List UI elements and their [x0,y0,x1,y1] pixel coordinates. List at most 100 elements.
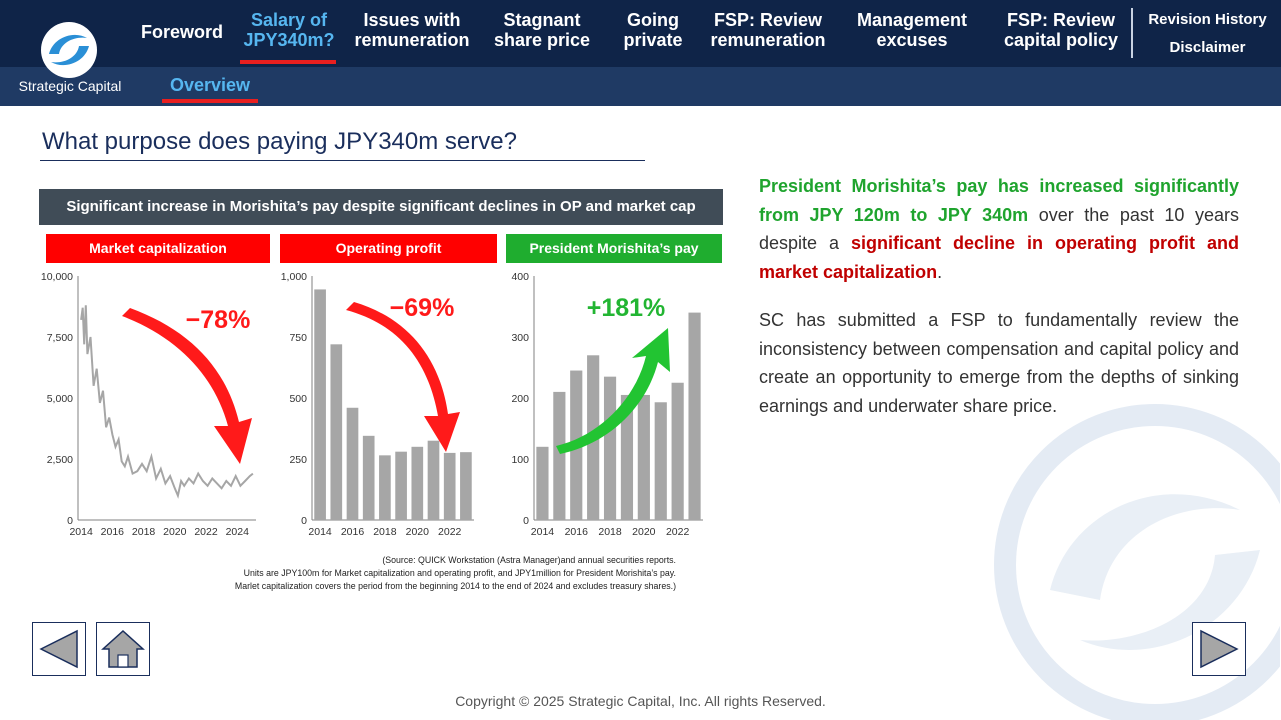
nav-fsp-cap-line1: FSP: Review [1006,10,1116,30]
y-tick-label: 5,000 [47,393,73,405]
operating-profit-header: Operating profit [280,234,497,263]
decline-highlight: significant decline in operating profit … [759,233,1239,282]
bar [330,344,343,520]
pay-increase-highlight: President Morishita’s pay has increased … [759,176,1239,225]
page-title: What purpose does paying JPY340m serve? [42,128,517,155]
logo-swirl-icon [41,22,97,78]
increase-arrow [556,328,670,454]
logo-text: Strategic Capital [18,78,122,94]
nav-stagnant-line2: share price [493,30,591,50]
subnav-underline [162,99,258,103]
watermark-logo-icon [994,404,1280,720]
nav-fsp-cap-line2: capital policy [1003,30,1119,50]
nav-mgmt-line2: excuses [876,30,948,50]
nav-divider [1131,8,1133,58]
bar [671,382,684,520]
x-tick-label: 2014 [531,526,555,538]
nav-salary-line1: Salary of [250,10,328,30]
x-tick-label: 2020 [632,526,656,538]
decline-arrow [122,308,252,464]
disclaimer-link[interactable]: Disclaimer [1169,39,1246,56]
x-tick-label: 2018 [373,526,397,538]
summary-connector: over the past 10 years despite a [759,204,1240,254]
x-tick-label: 2022 [438,526,462,538]
x-tick-label: 2014 [69,526,93,538]
bar [654,402,667,520]
nav-management-excuses[interactable]: Management excuses [848,10,976,50]
nav-foreword[interactable]: Foreword [140,22,223,42]
nav-issues-line1: Issues with [363,10,461,30]
nav-fsp-review-remuneration[interactable]: FSP: Review remuneration [702,10,834,50]
y-tick-label: 0 [67,515,73,527]
home-button[interactable] [96,622,150,676]
y-tick-label: 0 [523,515,529,527]
bar [379,455,391,520]
x-tick-label: 2014 [308,526,332,538]
x-tick-label: 2020 [406,526,430,538]
x-tick-label: 2022 [666,526,690,538]
y-tick-label: 7,500 [47,332,73,344]
y-tick-label: 0 [301,515,307,527]
bar [553,391,566,520]
president-pay-change-label: +181% [587,294,666,322]
bar [603,376,617,520]
copyright: Copyright © 2025 Strategic Capital, Inc.… [455,693,826,709]
bar [346,407,359,520]
x-tick-label: 2022 [194,526,218,538]
nav-issues-line2: remuneration [354,30,470,50]
nav-going-private[interactable]: Going private [610,10,696,50]
bar [314,289,326,520]
market-cap-header: Market capitalization [46,234,270,263]
summary-paragraph-2: SC has submitted a FSP to fundamentally … [759,310,1239,416]
y-tick-label: 400 [511,271,529,283]
bar [460,452,472,520]
nav-stagnant-share-price[interactable]: Stagnant share price [488,10,596,50]
note-line: Marlet capitalization covers the period … [234,581,676,591]
home-icon [101,629,145,668]
logo[interactable]: Strategic Capital [12,8,127,98]
y-tick-label: 250 [289,454,307,466]
market-cap-line [80,305,254,499]
y-tick-label: 750 [289,332,307,344]
bar [536,446,549,520]
nav-fsp-rem-line2: remuneration [710,30,826,50]
note-line: Units are JPY100m for Market capitalizat… [243,568,676,578]
x-tick-label: 2016 [565,526,589,538]
previous-page-button[interactable] [32,622,86,676]
bar [688,312,701,520]
nav-salary-line2: JPY340m? [243,30,335,50]
y-tick-label: 1,000 [281,271,307,283]
nav-stagnant-line1: Stagnant [503,10,581,30]
y-tick-label: 10,000 [41,271,73,283]
arrow-left-icon [39,629,78,669]
market-cap-change-label: −78% [186,306,251,334]
decline-arrow [346,302,460,452]
market-cap-chart: 0 2,500 5,000 7,500 10,000 2014 2016 2018 2020 20… [41,271,256,538]
president-pay-header: President Morishita’s pay [506,234,722,263]
x-tick-label: 2016 [341,526,365,538]
x-tick-label: 2020 [163,526,187,538]
summary-end: . [937,261,943,282]
bar [637,394,650,520]
nav-going-line2: private [623,30,683,50]
nav-going-line1: Going [627,10,679,30]
active-nav-underline [240,60,336,64]
y-tick-label: 500 [289,393,307,405]
top-nav-bar [0,0,1281,67]
bar [620,394,634,520]
nav-fsp-rem-line1: FSP: Review [713,10,823,30]
president-pay-chart: 0 100 200 300 400 2014 2016 2018 2020 2022 +181% [511,271,703,538]
nav-issues-remuneration[interactable]: Issues with remuneration [348,10,476,50]
nav-mgmt-line1: Management [856,10,968,30]
bar [362,435,375,520]
x-tick-label: 2018 [598,526,622,538]
x-tick-label: 2016 [101,526,125,538]
next-page-button[interactable] [1192,622,1246,676]
y-tick-label: 200 [511,393,529,405]
nav-fsp-review-capital-policy[interactable]: FSP: Review capital policy [996,10,1126,50]
note-line: (Source: QUICK Workstation (Astra Manage… [382,555,676,565]
nav-salary-jpy340m[interactable]: Salary of JPY340m? [240,10,338,50]
tab-overview[interactable]: Overview [169,75,251,95]
revision-history-link[interactable]: Revision History [1148,11,1267,28]
